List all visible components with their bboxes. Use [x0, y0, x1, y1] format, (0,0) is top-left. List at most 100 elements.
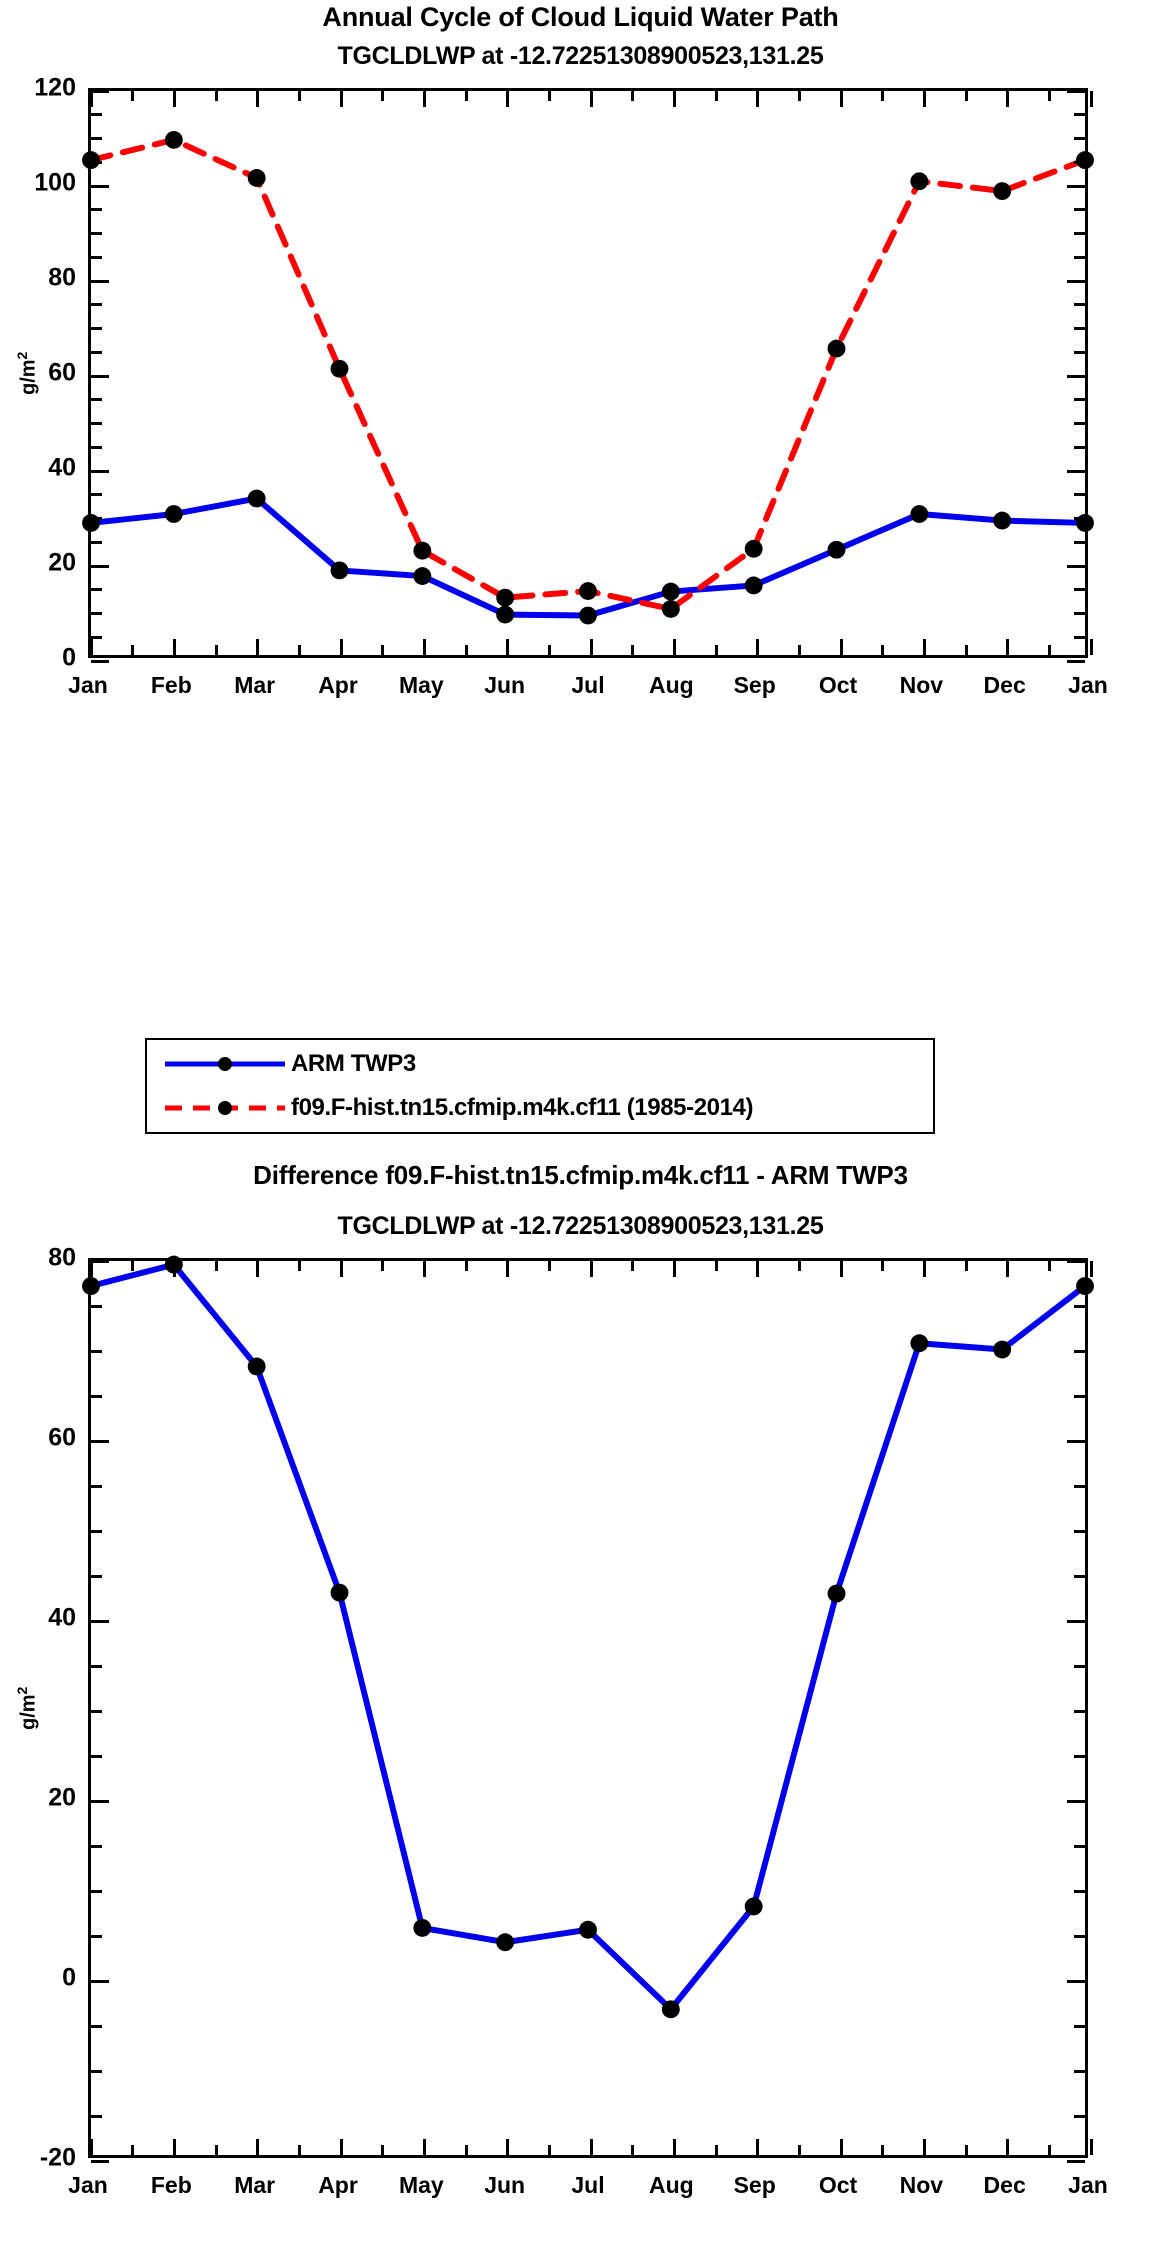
- data-point-marker: [413, 567, 432, 585]
- data-point-marker: [827, 339, 846, 358]
- y-axis-tick: [91, 1979, 109, 1983]
- x-axis-minor-tick: [131, 1261, 135, 1271]
- y-axis-minor-tick: [91, 1574, 102, 1578]
- y-axis-tick-label: 80: [48, 263, 76, 292]
- y-axis-minor-tick: [1074, 232, 1085, 235]
- panel2-axes: [82, 1255, 1094, 2163]
- data-point-marker: [330, 359, 349, 378]
- x-axis-tick: [922, 639, 926, 655]
- y-axis-minor-tick: [91, 1889, 102, 1893]
- x-axis-tick: [506, 2139, 510, 2155]
- y-axis-minor-tick: [91, 1394, 102, 1398]
- data-point-marker: [744, 1897, 763, 1916]
- data-point-marker: [910, 172, 929, 191]
- y-axis-minor-tick: [1074, 113, 1085, 117]
- y-axis-minor-tick: [1074, 2024, 1085, 2028]
- x-axis-tick: [1006, 639, 1010, 655]
- y-axis-tick-label: 0: [62, 643, 76, 672]
- x-axis-tick-label: Oct: [818, 2172, 858, 2198]
- x-axis-tick: [89, 639, 93, 655]
- y-axis-tick-label: 60: [48, 358, 76, 387]
- x-axis-tick-label: Jan: [68, 672, 108, 698]
- x-axis-tick: [589, 91, 593, 107]
- x-axis-minor-tick: [547, 645, 551, 655]
- x-axis-tick: [1006, 91, 1010, 107]
- x-axis-minor-tick: [1047, 91, 1051, 101]
- x-axis-tick-label: May: [398, 2172, 444, 2198]
- y-axis-minor-tick: [1074, 588, 1085, 592]
- y-axis-minor-tick: [1074, 612, 1085, 615]
- y-axis-minor-tick: [91, 635, 102, 639]
- x-axis-minor-tick: [881, 645, 885, 655]
- x-axis-tick: [589, 2139, 593, 2155]
- x-axis-minor-tick: [714, 91, 718, 101]
- x-axis-minor-tick: [714, 2145, 718, 2155]
- y-axis-minor-tick: [1074, 255, 1085, 259]
- x-axis-minor-tick: [464, 2145, 468, 2155]
- x-axis-tick: [672, 91, 676, 107]
- y-axis-minor-tick: [91, 1529, 102, 1533]
- x-axis-minor-tick: [881, 2145, 885, 2155]
- y-axis-minor-tick: [1074, 160, 1085, 164]
- y-axis-tick: [91, 279, 109, 283]
- y-axis-minor-tick: [91, 1709, 102, 1713]
- x-axis-tick: [589, 1261, 593, 1277]
- x-axis-tick-label: May: [398, 672, 444, 698]
- y-axis-minor-tick: [91, 2024, 102, 2028]
- y-axis-minor-tick: [1074, 208, 1085, 212]
- x-axis-tick-label: Aug: [648, 672, 694, 698]
- x-axis-tick: [89, 2139, 93, 2155]
- y-axis-minor-tick: [91, 303, 102, 307]
- x-axis-tick: [89, 1261, 93, 1277]
- y-axis-tick: [91, 1259, 109, 1263]
- data-point-marker: [164, 130, 183, 149]
- x-axis-minor-tick: [1047, 2145, 1051, 2155]
- y-axis-tick-label: 20: [48, 548, 76, 577]
- y-axis-tick: [1067, 564, 1085, 568]
- x-axis-minor-tick: [131, 91, 135, 101]
- x-axis-tick: [1006, 2139, 1010, 2155]
- y-axis-minor-tick: [1074, 517, 1085, 520]
- x-axis-tick: [756, 91, 760, 107]
- x-axis-tick-label: Feb: [150, 672, 192, 698]
- x-axis-tick-label: Apr: [318, 2172, 358, 2198]
- y-axis-tick: [1067, 1979, 1085, 1983]
- x-axis-minor-tick: [964, 91, 968, 101]
- panel2-title: Difference f09.F-hist.tn15.cfmip.m4k.cf1…: [253, 1160, 908, 1190]
- y-axis-tick-label: 0: [62, 1963, 76, 1992]
- panel1-axes: [82, 89, 1094, 663]
- x-axis-tick: [839, 2139, 843, 2155]
- y-axis-minor-tick: [91, 517, 102, 520]
- data-point-marker: [993, 1340, 1012, 1359]
- x-axis-tick: [756, 1261, 760, 1277]
- x-axis-tick: [506, 1261, 510, 1277]
- y-axis-tick: [1067, 1259, 1085, 1263]
- y-axis-tick: [1067, 1619, 1085, 1623]
- data-point-marker: [744, 576, 763, 595]
- x-axis-minor-tick: [797, 91, 801, 101]
- x-axis-tick-label: Jan: [1068, 2172, 1108, 2198]
- y-axis-tick: [1067, 469, 1085, 473]
- x-axis-tick: [422, 1261, 426, 1277]
- y-axis-tick: [1067, 2159, 1085, 2163]
- x-axis-tick-label: Feb: [150, 2172, 192, 2198]
- y-axis-minor-tick: [1074, 327, 1085, 330]
- data-point-marker: [496, 605, 515, 624]
- data-point-marker: [413, 541, 432, 560]
- x-axis-minor-tick: [964, 2145, 968, 2155]
- x-axis-tick: [672, 1261, 676, 1277]
- data-point-marker: [164, 505, 183, 523]
- x-axis-minor-tick: [297, 1261, 301, 1271]
- y-axis-minor-tick: [1074, 2114, 1085, 2118]
- data-point-marker: [330, 1583, 349, 1602]
- x-axis-minor-tick: [714, 1261, 718, 1271]
- x-axis-minor-tick: [631, 2145, 635, 2155]
- data-point-marker: [579, 606, 597, 625]
- y-axis-minor-tick: [91, 255, 102, 259]
- y-axis-minor-tick: [1074, 635, 1085, 639]
- x-axis-tick: [1006, 1261, 1010, 1277]
- x-axis-tick: [839, 639, 843, 655]
- y-axis-tick-label: 100: [34, 168, 76, 197]
- x-axis-tick-label: Jan: [1068, 672, 1108, 698]
- y-axis-minor-tick: [91, 160, 102, 164]
